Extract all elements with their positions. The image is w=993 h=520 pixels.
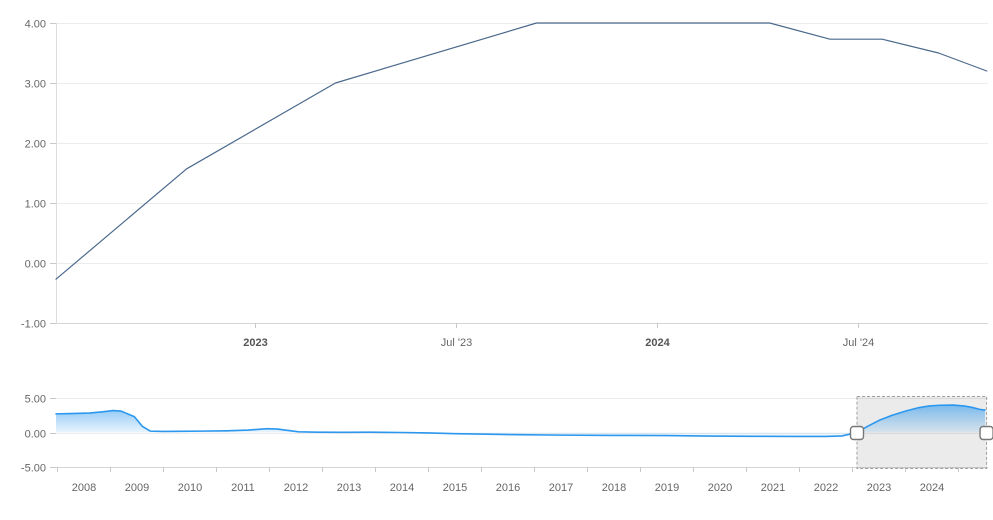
nav-x-axis-label: 2022 [814,482,838,494]
nav-x-axis-label: 2021 [761,482,785,494]
nav-x-axis-label: 2009 [125,482,149,494]
main-series-line [55,22,988,280]
nav-y-axis-label: -5.00 [21,463,46,475]
nav-x-axis-label: 2020 [708,482,732,494]
navigator-handle-left[interactable] [849,425,865,441]
nav-x-axis-label: 2011 [231,482,255,494]
nav-x-axis-label: 2008 [72,482,96,494]
main-y-axis-label: 3.00 [25,79,46,91]
main-x-axis-label: 2024 [645,337,670,349]
main-chart: 4.00 3.00 2.00 1.00 0.00 -1.00 2023 Jul '23 2024… [21,19,988,349]
main-y-axis-label: -1.00 [21,319,46,331]
nav-x-axis-label: 2016 [496,482,520,494]
navigator-handle-right[interactable] [979,425,993,441]
main-x-axis-label: Jul '23 [441,337,472,349]
nav-series-line [55,404,986,438]
nav-y-axis-label: 5.00 [25,394,46,406]
main-y-axis-label: 4.00 [25,19,46,31]
nav-x-axis-label: 2017 [549,482,573,494]
nav-x-axis-label: 2014 [390,482,414,494]
nav-x-axis-label: 2015 [443,482,467,494]
main-x-axis-label: 2023 [243,337,267,349]
nav-y-axis-label: 0.00 [25,429,46,441]
main-x-axis-label: Jul '24 [843,337,874,349]
nav-x-axis-label: 2024 [920,482,944,494]
nav-x-axis-label: 2019 [655,482,679,494]
main-plot-area[interactable] [56,23,988,323]
main-y-axis-label: 1.00 [25,199,46,211]
navigator-track[interactable] [56,398,988,467]
nav-x-axis-label: 2018 [602,482,626,494]
navigator-chart: 5.00 0.00 -5.00 2008 2009 2010 2011 2012 2013 201… [21,394,993,494]
main-y-axis-label: 2.00 [25,139,46,151]
nav-x-axis-label: 2012 [284,482,308,494]
nav-x-axis-label: 2023 [867,482,891,494]
nav-x-axis-label: 2010 [178,482,202,494]
nav-x-axis-label: 2013 [337,482,361,494]
main-y-axis-label: 0.00 [25,259,46,271]
